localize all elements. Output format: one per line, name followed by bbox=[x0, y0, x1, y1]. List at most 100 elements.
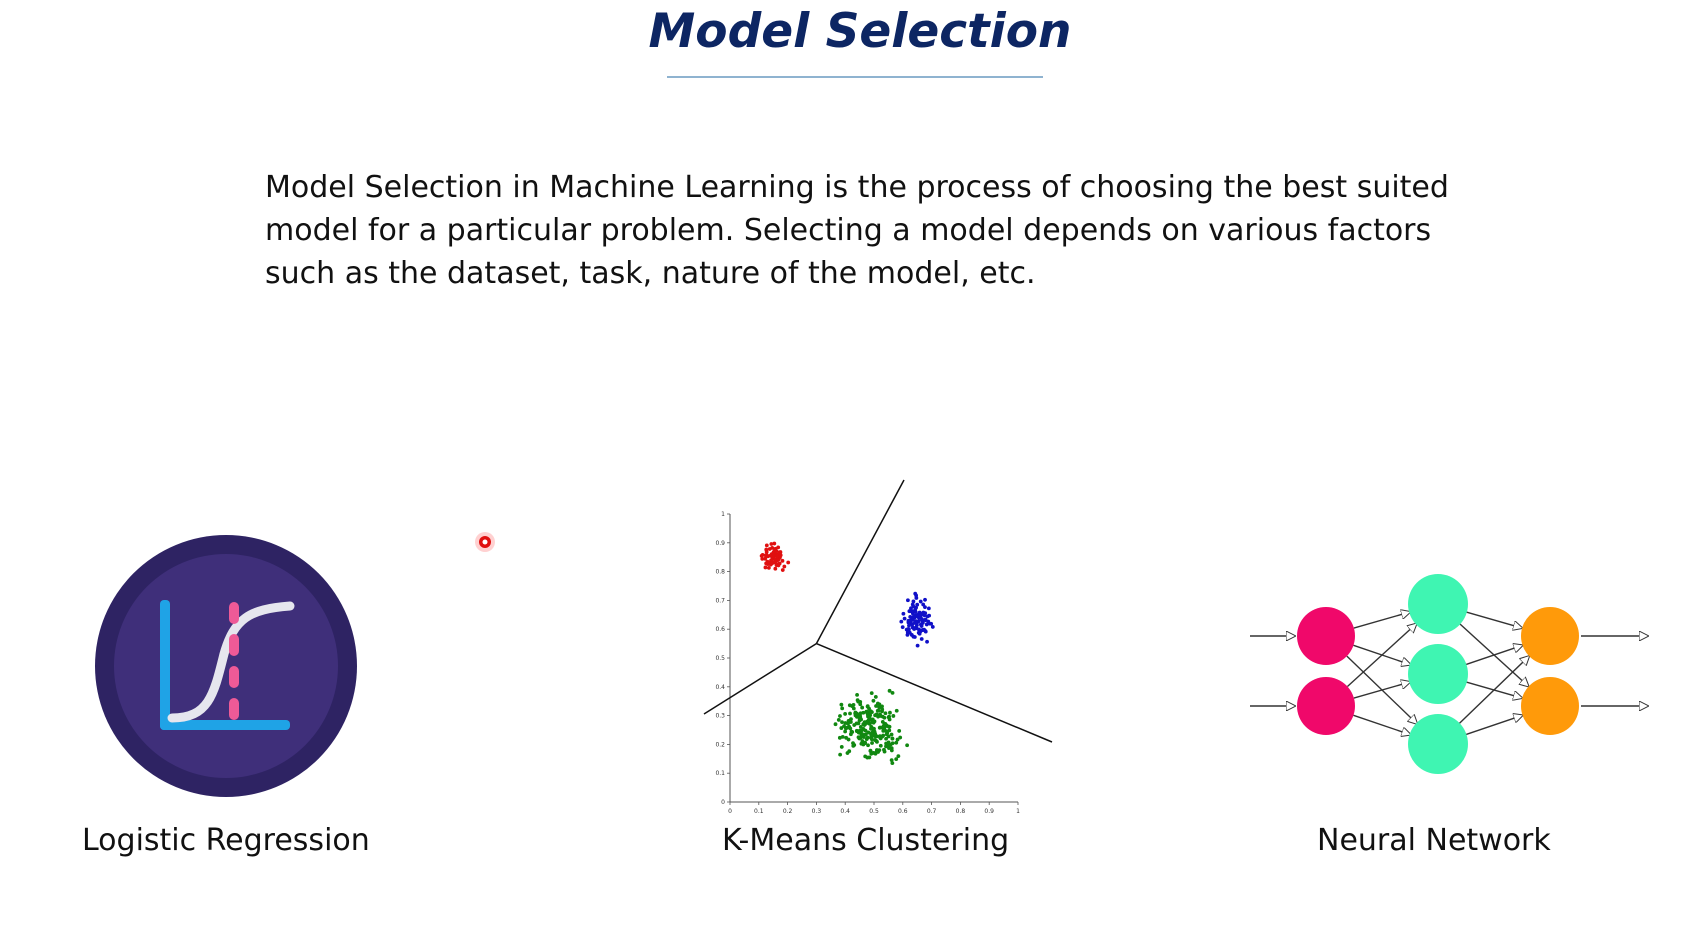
km-point bbox=[773, 546, 778, 551]
km-point bbox=[918, 613, 922, 618]
km-point bbox=[894, 757, 899, 762]
kmeans-scatter-plot: 0 0.1 0.2 0.3 0.4 0.5 0.6 0.7 0.8 0.9 1 0 0.1 0.2 0.3 0… bbox=[703, 479, 1053, 815]
km-point bbox=[764, 543, 769, 548]
km-point bbox=[915, 602, 920, 607]
km-point bbox=[870, 717, 875, 722]
km-point bbox=[780, 558, 785, 563]
km-point bbox=[878, 736, 883, 741]
km-point bbox=[837, 735, 842, 740]
km-point bbox=[873, 713, 878, 718]
km-y-tick-label: 0.4 bbox=[715, 684, 725, 691]
km-point bbox=[856, 721, 861, 726]
km-point bbox=[862, 723, 867, 727]
lr-inner-circle bbox=[114, 554, 338, 778]
lr-threshold-dash bbox=[229, 602, 239, 624]
km-point bbox=[849, 729, 854, 734]
km-x-tick-label: 0.3 bbox=[812, 808, 822, 815]
km-point bbox=[881, 724, 886, 729]
km-point bbox=[915, 643, 920, 648]
km-point bbox=[912, 627, 917, 631]
km-point bbox=[858, 711, 863, 716]
km-point bbox=[886, 724, 891, 729]
lr-threshold-dash bbox=[229, 666, 239, 688]
km-point bbox=[777, 550, 782, 555]
km-point bbox=[768, 553, 773, 558]
km-point bbox=[778, 553, 783, 558]
km-x-tick-label: 0.4 bbox=[840, 808, 850, 815]
km-point bbox=[915, 623, 919, 628]
km-point bbox=[772, 549, 777, 554]
km-point bbox=[866, 730, 871, 735]
km-point bbox=[840, 734, 845, 739]
km-point bbox=[867, 721, 872, 726]
km-point bbox=[887, 728, 892, 733]
page-title: Model Selection bbox=[648, 4, 1072, 59]
km-point bbox=[856, 714, 861, 718]
km-point bbox=[851, 706, 856, 711]
km-point bbox=[914, 593, 919, 598]
km-point bbox=[929, 621, 934, 626]
km-boundary-line bbox=[703, 642, 817, 715]
laser-pointer-icon bbox=[475, 532, 495, 552]
nn-edge bbox=[1465, 611, 1522, 628]
km-point bbox=[920, 617, 924, 622]
km-point bbox=[858, 702, 863, 707]
nn-edge bbox=[1465, 645, 1522, 666]
nn-hidden-node bbox=[1408, 714, 1468, 774]
km-point bbox=[760, 556, 765, 561]
km-point bbox=[875, 701, 880, 706]
km-point bbox=[833, 722, 838, 727]
km-point bbox=[923, 597, 927, 602]
km-point bbox=[912, 635, 917, 639]
km-point bbox=[910, 609, 915, 614]
km-point bbox=[770, 546, 775, 550]
km-point bbox=[918, 599, 923, 604]
km-point bbox=[764, 550, 769, 554]
km-point bbox=[868, 749, 873, 753]
km-point bbox=[913, 614, 918, 619]
km-point bbox=[862, 720, 867, 725]
km-point bbox=[848, 726, 853, 731]
nn-output-node bbox=[1521, 607, 1579, 665]
nn-edge bbox=[1353, 714, 1410, 734]
km-point bbox=[763, 565, 768, 570]
nn-hidden-node bbox=[1408, 574, 1468, 634]
km-point bbox=[855, 693, 859, 697]
km-point bbox=[839, 702, 844, 707]
km-point bbox=[870, 741, 874, 745]
km-point bbox=[766, 565, 771, 570]
km-point bbox=[889, 758, 894, 763]
km-point bbox=[930, 625, 935, 629]
km-y-tick-label: 0 bbox=[721, 799, 725, 806]
km-point bbox=[866, 743, 870, 748]
km-y-tick-label: 0.7 bbox=[715, 597, 725, 604]
caption-neural-network: Neural Network bbox=[1317, 823, 1551, 858]
nn-input-node bbox=[1297, 677, 1355, 735]
km-point bbox=[859, 734, 864, 739]
km-point bbox=[897, 729, 902, 733]
km-point bbox=[884, 736, 888, 741]
km-point bbox=[766, 560, 771, 565]
km-point bbox=[848, 720, 853, 724]
km-point bbox=[899, 619, 904, 624]
km-point bbox=[776, 563, 781, 568]
km-point bbox=[772, 541, 777, 546]
km-point bbox=[875, 708, 880, 713]
km-point bbox=[889, 748, 894, 753]
km-point bbox=[898, 735, 903, 740]
km-x-tick-label: 0.7 bbox=[927, 808, 937, 815]
km-point bbox=[910, 622, 915, 626]
km-point bbox=[882, 749, 887, 754]
km-point bbox=[878, 743, 883, 748]
neural-network-diagram bbox=[1250, 574, 1650, 774]
km-point bbox=[840, 720, 844, 724]
km-point bbox=[869, 691, 874, 695]
km-point bbox=[926, 606, 931, 611]
km-point bbox=[763, 553, 768, 558]
nn-hidden-node bbox=[1408, 644, 1468, 704]
km-point bbox=[859, 728, 864, 733]
km-y-tick-label: 0.1 bbox=[715, 770, 725, 777]
km-point bbox=[871, 698, 876, 703]
km-point bbox=[890, 736, 895, 741]
km-point bbox=[868, 709, 873, 714]
